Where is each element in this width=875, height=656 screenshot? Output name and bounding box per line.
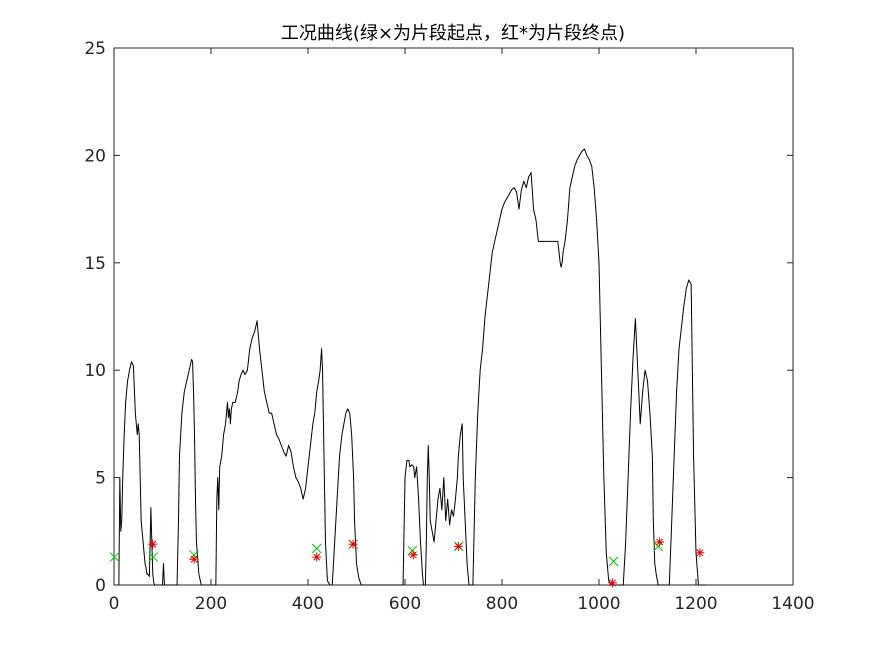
x-tick-label: 400 xyxy=(292,594,324,614)
end-marker xyxy=(148,539,158,549)
start-marker xyxy=(311,543,322,554)
chart-title: 工况曲线(绿×为片段起点，红*为片段终点) xyxy=(281,23,625,44)
end-marker xyxy=(655,537,665,547)
x-tick-label: 200 xyxy=(195,594,227,614)
y-tick-label: 25 xyxy=(84,39,106,59)
start-marker xyxy=(148,552,159,562)
end-marker xyxy=(312,552,322,562)
series-line-speed xyxy=(114,148,706,586)
end-marker xyxy=(453,541,463,551)
marker-layer xyxy=(109,537,705,588)
x-tick-label: 1000 xyxy=(577,594,620,614)
y-tick-label: 20 xyxy=(84,146,106,166)
end-marker xyxy=(608,578,618,588)
plot-area: 0 200 400 600 800 1000 1200 1400 0 5 10 15 20 25 xyxy=(84,39,814,614)
line-layer xyxy=(114,148,706,586)
end-marker xyxy=(348,539,358,549)
x-tick-label: 0 xyxy=(109,594,120,614)
y-tick-label: 0 xyxy=(95,576,106,596)
y-tick-label: 15 xyxy=(84,254,106,274)
tick-layer: 0 200 400 600 800 1000 1200 1400 0 5 10 15 20 25 xyxy=(84,39,814,614)
y-tick-label: 10 xyxy=(84,361,106,381)
start-marker xyxy=(407,545,418,556)
axes-box xyxy=(113,47,794,586)
end-marker xyxy=(695,548,705,558)
start-marker xyxy=(109,552,120,562)
y-tick-label: 5 xyxy=(95,469,106,489)
end-marker xyxy=(408,550,418,560)
x-tick-label: 1400 xyxy=(771,594,814,614)
x-tick-label: 1200 xyxy=(674,594,717,614)
end-marker xyxy=(189,554,199,564)
start-marker xyxy=(608,556,619,567)
x-tick-label: 600 xyxy=(389,594,421,614)
x-tick-label: 800 xyxy=(486,594,518,614)
